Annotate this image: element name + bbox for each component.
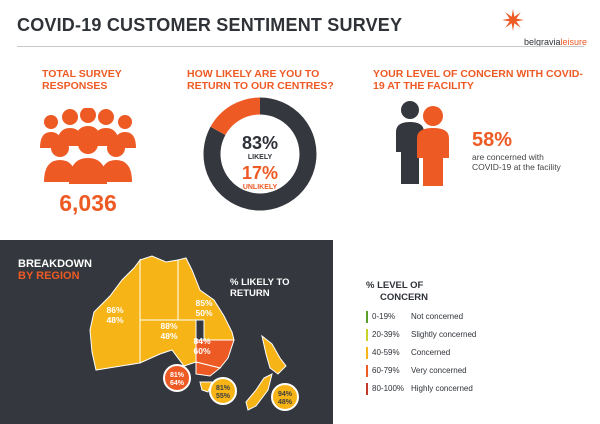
region-shape-vic xyxy=(195,361,222,377)
legend-label: Highly concerned xyxy=(411,384,473,393)
region-shape-nz-south xyxy=(245,373,273,411)
region-shape-nz-north xyxy=(261,334,287,375)
legend-swatch xyxy=(366,347,368,359)
legend-item: 80-100% Highly concerned xyxy=(366,381,536,399)
region-nsw-likely: 84% xyxy=(193,336,211,346)
legend-range: 80-100% xyxy=(372,384,405,393)
likely-donut-chart xyxy=(203,97,317,211)
legend-item: 60-79% Very concerned xyxy=(366,363,536,381)
region-nz-likely: 94% xyxy=(277,391,292,398)
star-burst-icon xyxy=(502,9,524,31)
page-title: COVID-19 CUSTOMER SENTIMENT SURVEY xyxy=(17,15,403,35)
legend-heading-line-1: % LEVEL OF xyxy=(366,280,424,291)
region-nz-badge: 94% 48% xyxy=(271,383,299,411)
legend-label: Concerned xyxy=(411,348,451,357)
logo-text-main: belgravia xyxy=(523,37,561,47)
region-wa-likely: 86% xyxy=(106,305,124,315)
region-wa-label: 86% 48% xyxy=(100,305,130,325)
donut-slice-likely xyxy=(203,97,317,211)
two-people-icon xyxy=(396,101,449,186)
total-responses-value: 6,036 xyxy=(59,190,117,216)
header: COVID-19 CUSTOMER SENTIMENT SURVEY belgr… xyxy=(0,0,600,50)
breakdown-heading: BREAKDOWN BY REGION xyxy=(18,258,92,282)
people-group-icon xyxy=(40,108,136,184)
region-shape-nt xyxy=(139,255,179,321)
legend-swatch xyxy=(366,365,368,377)
breakdown-heading-line-2: BY REGION xyxy=(18,270,80,282)
region-nsw-concern: 60% xyxy=(193,346,211,356)
concern-description: are concerned with COVID-19 at the facil… xyxy=(472,152,561,172)
donut-slice-unlikely xyxy=(210,97,261,136)
region-shape-wa xyxy=(89,258,141,371)
region-sa-label: 88% 48% xyxy=(154,321,184,341)
logo-text: belgravialeisure xyxy=(487,37,587,47)
region-nsw-label: 84% 60% xyxy=(187,336,217,356)
logo-text-accent: leisure xyxy=(560,37,587,47)
legend-item: 40-59% Concerned xyxy=(366,345,536,363)
concern-percent: 58% xyxy=(472,129,513,151)
likely-percent: 83% xyxy=(241,133,279,153)
region-sa-concern: 48% xyxy=(160,331,178,341)
legend-range: 0-19% xyxy=(372,312,396,321)
region-sa-likely: 88% xyxy=(160,321,178,331)
legend-item: 20-39% Slightly concerned xyxy=(366,327,536,345)
legend-swatch xyxy=(366,311,368,323)
region-shape-nsw xyxy=(195,339,235,369)
unlikely-percent: 17% xyxy=(241,163,279,183)
unlikely-label: UNLIKELY xyxy=(242,184,278,191)
region-qld-label: 85% 50% xyxy=(189,298,219,318)
region-qld-likely: 85% xyxy=(195,298,213,308)
region-nz-concern: 48% xyxy=(277,399,292,406)
region-shape-sa xyxy=(139,319,197,367)
region-vic-badge: 81% 64% xyxy=(163,364,191,392)
legend-label: Very concerned xyxy=(411,366,467,375)
total-heading: TOTAL SURVEY RESPONSES xyxy=(42,68,122,92)
concern-legend: 0-19% Not concerned 20-39% Slightly conc… xyxy=(366,309,536,399)
legend-range: 60-79% xyxy=(372,366,400,375)
legend-item: 0-19% Not concerned xyxy=(366,309,536,327)
region-shape-qld xyxy=(177,257,235,343)
breakdown-heading-line-1: BREAKDOWN xyxy=(18,258,92,270)
region-wa-concern: 48% xyxy=(106,315,124,325)
region-qld-concern: 50% xyxy=(195,308,213,318)
legend-label: Not concerned xyxy=(411,312,464,321)
belgravia-logo: belgravialeisure xyxy=(487,8,587,48)
legend-swatch xyxy=(366,383,368,395)
legend-range: 40-59% xyxy=(372,348,400,357)
region-vic-likely: 81% xyxy=(169,372,184,379)
legend-heading: % LEVEL OF CONCERN xyxy=(366,280,428,304)
region-tas-concern: 55% xyxy=(215,393,230,400)
legend-swatch xyxy=(366,329,368,341)
region-vic-concern: 64% xyxy=(169,380,184,387)
likely-to-return-heading: % LIKELY TO RETURN xyxy=(230,277,290,299)
legend-heading-line-2: CONCERN xyxy=(380,292,429,303)
region-tas-likely: 81% xyxy=(215,385,230,392)
region-map xyxy=(89,255,287,411)
region-tas-badge: 81% 55% xyxy=(209,377,237,405)
legend-range: 20-39% xyxy=(372,330,400,339)
likely-label: LIKELY xyxy=(247,154,273,161)
header-divider xyxy=(17,46,584,47)
likely-heading: HOW LIKELY ARE YOU TO RETURN TO OUR CENT… xyxy=(187,68,334,92)
legend-label: Slightly concerned xyxy=(411,330,477,339)
concern-heading: YOUR LEVEL OF CONCERN WITH COVID-19 AT T… xyxy=(373,68,583,92)
